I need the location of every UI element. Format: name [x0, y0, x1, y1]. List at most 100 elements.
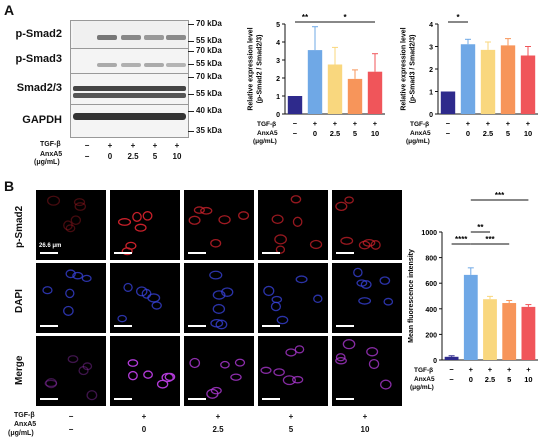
cell-nucleus: [117, 314, 127, 323]
dose-value: 0: [141, 425, 147, 434]
cell-nucleus: [46, 195, 61, 206]
x-tick-label: +: [313, 119, 318, 128]
significance-label: ***: [495, 191, 505, 200]
y-tick-label: 4: [429, 22, 433, 29]
blot-label-smad2-3: Smad2/3: [16, 82, 62, 94]
anxa5-label: AnxA5: [410, 130, 431, 137]
significance-label: **: [477, 223, 484, 232]
cell-nucleus: [189, 357, 201, 369]
dose-value: 10: [360, 425, 370, 434]
cell-nucleus: [209, 270, 223, 280]
cell-nucleus: [65, 288, 75, 299]
unit-label: (μg/mL): [253, 138, 277, 145]
cell-nucleus: [238, 211, 250, 220]
unit-label: (μg/mL): [8, 430, 34, 437]
cell-nucleus: [212, 290, 226, 300]
y-axis-label: Relative expression level (p-Smad3 / Smad…: [401, 27, 417, 110]
cell-nucleus: [63, 220, 73, 231]
micrograph-cell: [110, 336, 180, 406]
x-tick-label: −: [293, 119, 298, 128]
y-axis-label-line: Relative expression level: [401, 27, 408, 110]
micrograph-cell: [184, 336, 254, 406]
cell-nucleus: [143, 370, 153, 379]
cell-nucleus: [81, 274, 92, 283]
cell-nucleus: [366, 347, 379, 357]
x-tick-label: 10: [371, 129, 379, 138]
cell-nucleus: [380, 379, 392, 390]
bar: [480, 49, 496, 114]
cell-nucleus: [368, 358, 380, 370]
micrograph-image: [271, 195, 323, 254]
cell-nucleus: [218, 215, 231, 225]
micrograph-image: [335, 196, 381, 250]
unit-label: (μg/mL): [410, 384, 434, 391]
cell-nucleus: [78, 365, 89, 376]
micrograph-image: [263, 275, 323, 325]
y-tick-label: 0: [433, 358, 437, 365]
dose-value: 10: [172, 152, 182, 161]
significance-label: ****: [455, 235, 468, 244]
y-tick-label: 400: [425, 307, 437, 314]
y-axis-label: Relative expression level (p-Smad2 / Smad…: [248, 27, 264, 110]
cell-nucleus: [335, 353, 346, 362]
cell-nucleus: [313, 294, 323, 304]
micrograph-cell: [332, 263, 402, 333]
bar: [520, 55, 536, 114]
x-tick-label: +: [526, 365, 531, 374]
cell-nucleus: [358, 297, 372, 305]
cell-nucleus: [271, 214, 284, 225]
y-tick-label: 1: [276, 94, 280, 101]
cell-nucleus: [221, 287, 234, 297]
kda-marker: 55 kDa: [196, 36, 222, 45]
cell-nucleus: [353, 267, 363, 278]
tgf-value: +: [130, 141, 136, 150]
significance-label: *: [456, 13, 460, 22]
micrograph-image: [46, 195, 87, 233]
cell-nucleus: [215, 319, 228, 330]
cell-nucleus: [44, 379, 58, 388]
x-tick-label: −: [449, 365, 454, 374]
cell-nucleus: [127, 359, 139, 367]
tgf-value: +: [107, 141, 113, 150]
y-tick-label: 4: [276, 40, 280, 47]
micrograph-cell: [258, 263, 328, 333]
y-tick-label: 3: [276, 58, 280, 65]
cell-nucleus: [147, 293, 161, 303]
x-tick-label: +: [488, 365, 493, 374]
y-tick-label: 5: [276, 22, 280, 29]
y-tick-label: 0: [429, 112, 433, 119]
scale-bar: [262, 398, 280, 400]
cell-nucleus: [117, 218, 132, 226]
micrograph-cell: [332, 190, 402, 260]
cell-nucleus: [342, 339, 356, 350]
micrograph-cell: [184, 190, 254, 260]
y-axis-label: Mean fluorescence intensity: [408, 249, 415, 343]
micrograph-image: [189, 357, 246, 399]
scale-bar: [114, 398, 132, 400]
scale-bar: [114, 252, 132, 254]
scale-bar: [40, 325, 58, 327]
y-tick-label: 200: [425, 332, 437, 339]
cell-nucleus: [230, 373, 242, 381]
x-tick-label: +: [506, 119, 511, 128]
micrograph-image: [44, 355, 98, 401]
bar: [483, 299, 497, 360]
micrograph-cell: [332, 336, 402, 406]
dose-value: 2.5: [212, 425, 224, 434]
scale-bar: [262, 325, 280, 327]
scale-bar-label: 26.6 μm: [39, 243, 62, 249]
x-tick-label: +: [526, 119, 531, 128]
unit-label: (μg/mL): [406, 138, 430, 145]
x-tick-label: +: [507, 365, 512, 374]
tgf-value: +: [288, 412, 294, 421]
cell-nucleus: [156, 379, 169, 389]
x-tick-label: 10: [524, 129, 532, 138]
scale-bar: [262, 252, 280, 254]
scale-bar: [188, 325, 206, 327]
blot-label-gapdh: GAPDH: [22, 114, 62, 126]
y-axis-label-line: Relative expression level: [248, 27, 255, 110]
cell-nucleus: [285, 348, 297, 357]
x-tick-label: +: [333, 119, 338, 128]
cell-nucleus: [309, 239, 323, 250]
cell-nucleus: [212, 303, 226, 314]
